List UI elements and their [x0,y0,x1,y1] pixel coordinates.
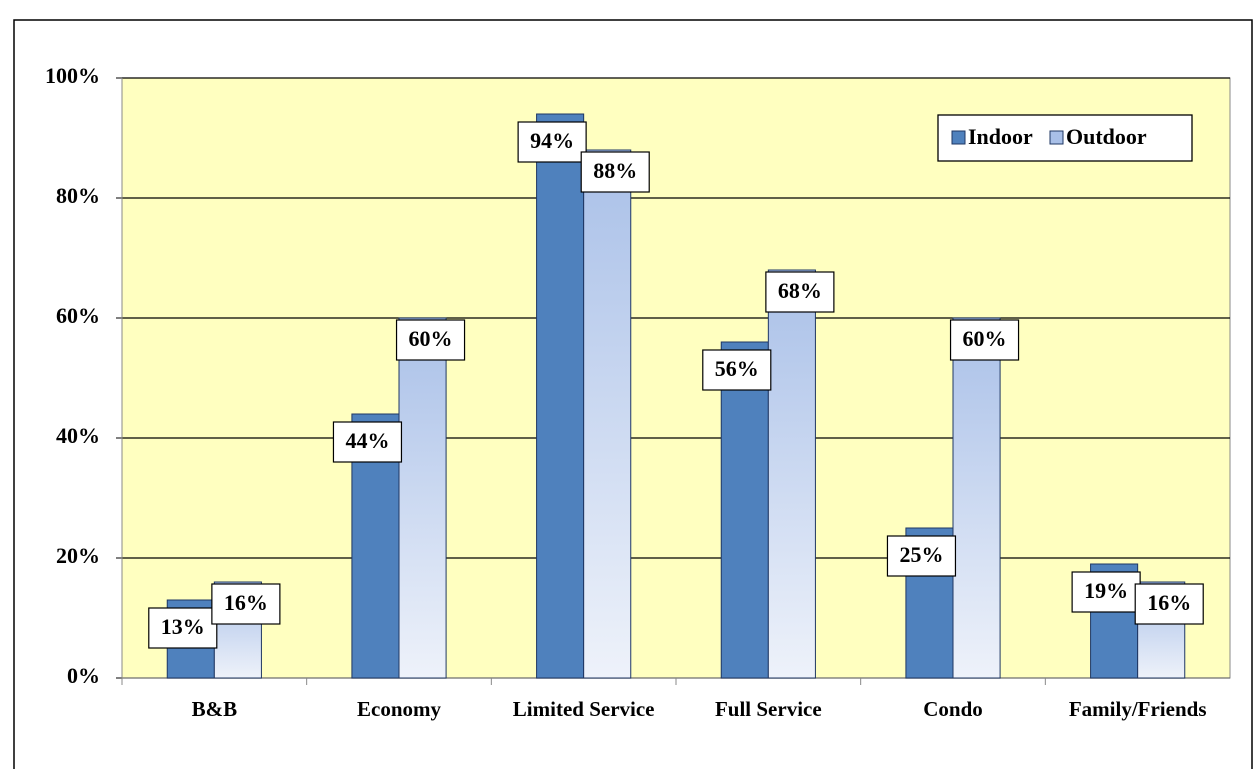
data-label: 56% [715,356,759,381]
data-label: 19% [1084,578,1128,603]
y-tick-label: 100% [45,63,100,88]
data-label-box [211,583,281,625]
legend-label: Indoor [968,124,1033,149]
data-label-box [886,535,957,577]
x-tick-label: Economy [357,697,442,721]
plot-area [121,77,1231,679]
data-label-box [1134,583,1204,625]
legend-swatch [1049,130,1064,145]
bar [536,113,585,679]
data-label-box [517,121,587,163]
data-label: 68% [778,278,822,303]
y-tick-label: 0% [67,663,100,688]
bar [952,317,1001,679]
data-label-box [949,319,1020,361]
data-label: 88% [593,158,637,183]
data-label: 16% [224,590,268,615]
data-label: 60% [963,326,1007,351]
legend-label: Outdoor [1066,124,1147,149]
y-tick-label: 80% [56,183,100,208]
data-label-box [1071,571,1141,613]
data-label-box [148,607,218,649]
data-label-box [765,271,835,313]
y-tick-label: 20% [56,543,100,568]
x-tick-label: Family/Friends [1069,697,1207,721]
bar [720,341,769,679]
x-tick-label: Condo [923,697,983,721]
x-tick-label: B&B [192,697,238,721]
data-label: 94% [530,128,574,153]
legend-box [937,114,1193,162]
x-tick-label: Full Service [715,697,822,721]
y-tick-label: 40% [56,423,100,448]
data-label: 25% [899,542,943,567]
legend-swatch [951,130,966,145]
bar [583,149,632,679]
bar [398,317,447,679]
bar [767,269,816,679]
data-label: 13% [161,614,205,639]
y-tick-label: 60% [56,303,100,328]
data-label: 60% [409,326,453,351]
data-label-box [580,151,650,193]
data-label: 44% [345,428,389,453]
x-tick-label: Limited Service [513,697,655,721]
data-label-box [702,349,772,391]
data-label-box [395,319,466,361]
data-label: 16% [1147,590,1191,615]
data-label-box [332,421,403,463]
